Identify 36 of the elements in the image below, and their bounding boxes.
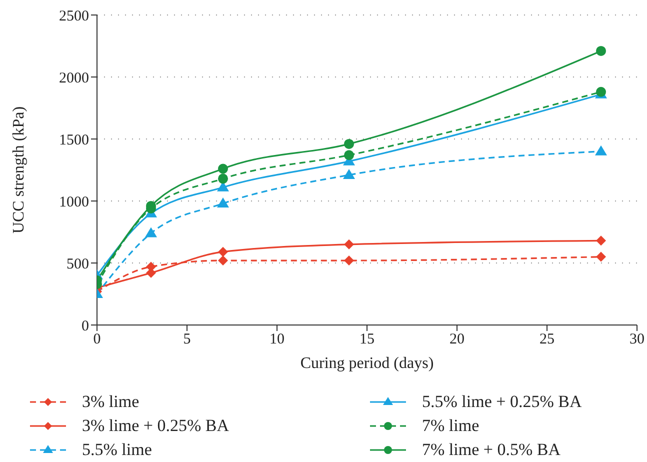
y-tick-label: 1000: [59, 194, 89, 210]
y-axis-title: UCC strength (kPa): [10, 106, 28, 234]
x-tick-label: 15: [360, 332, 374, 348]
x-tick-label: 10: [270, 332, 284, 348]
x-tick-label: 5: [183, 332, 191, 348]
legend-label: 7% lime + 0.5% BA: [422, 440, 560, 460]
legend-label: 5.5% lime: [82, 440, 152, 460]
x-tick-label: 0: [93, 332, 101, 348]
point: [596, 252, 606, 262]
x-tick-label: 25: [540, 332, 554, 348]
point: [218, 174, 228, 184]
x-tick-label: 30: [630, 332, 644, 348]
point: [218, 164, 228, 174]
y-tick-label: 2500: [59, 8, 89, 24]
x-tick-label: 20: [450, 332, 464, 348]
point: [344, 239, 354, 250]
point: [596, 46, 606, 56]
legend-label: 5.5% lime + 0.25% BA: [422, 392, 582, 412]
point: [344, 256, 354, 266]
y-tick-label: 1500: [59, 132, 89, 148]
y-tick-label: 2000: [59, 70, 89, 86]
point: [217, 197, 229, 208]
point: [218, 256, 228, 266]
point: [344, 150, 354, 160]
legend-label: 7% lime: [422, 416, 480, 436]
point: [344, 138, 354, 149]
y-tick-label: 0: [82, 318, 89, 334]
point: [218, 246, 228, 257]
point: [145, 227, 157, 238]
legend-label: 3% lime: [82, 392, 140, 412]
point: [343, 168, 355, 179]
point: [595, 145, 607, 156]
y-tick-label: 500: [66, 256, 89, 272]
point: [596, 236, 606, 246]
legend-label: 3% lime + 0.25% BA: [82, 416, 229, 436]
x-axis-title: Curing period (days): [300, 355, 434, 372]
